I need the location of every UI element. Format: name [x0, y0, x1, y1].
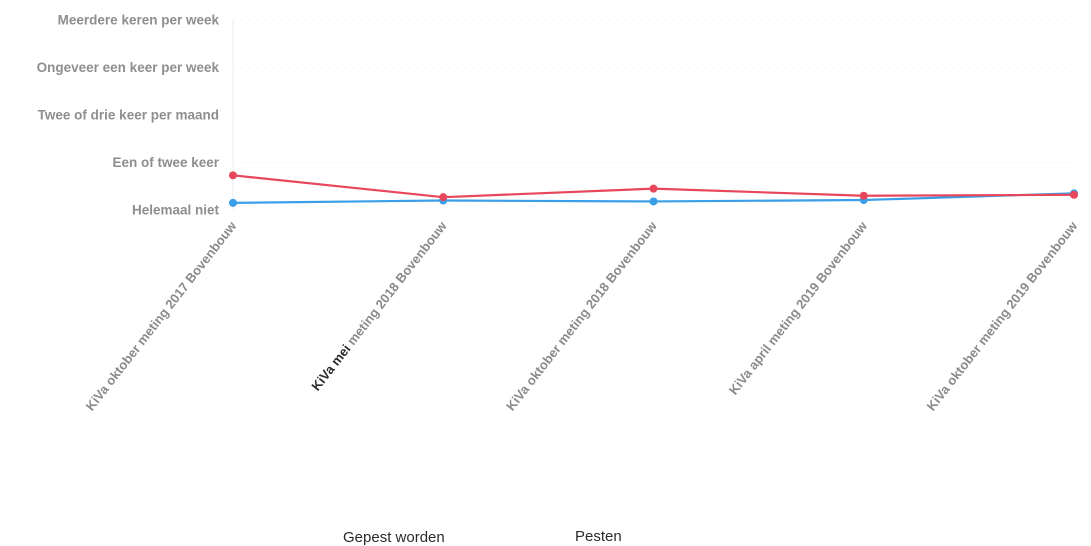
x-tick-label-part: KiVa april meting 2019 Bovenbouw: [726, 218, 871, 398]
x-tick-label-part: KiVa oktober meting 2019 Bovenbouw: [924, 218, 1081, 414]
x-tick-label-2: KiVa oktober meting 2018 Bovenbouw: [503, 218, 660, 414]
x-tick-label-3: KiVa april meting 2019 Bovenbouw: [726, 218, 871, 398]
data-point-pesten-0: [229, 198, 237, 207]
data-point-gepest-worden-4: [1070, 190, 1078, 199]
y-axis-tick-labels: Helemaal niet Een of twee keer Twee of dri…: [37, 13, 220, 218]
x-tick-label-1: KiVa mei meting 2018 Bovenbouw: [308, 218, 450, 394]
x-tick-label-part: meting 2018 Bovenbouw: [342, 218, 450, 351]
data-point-gepest-worden-0: [229, 171, 237, 180]
y-tick-label-4: Meerdere keren per week: [58, 13, 220, 28]
x-tick-label-4: KiVa oktober meting 2019 Bovenbouw: [924, 218, 1081, 414]
x-tick-label-0: KiVa oktober meting 2017 Bovenbouw: [83, 218, 240, 414]
y-tick-label-1: Een of twee keer: [112, 155, 219, 170]
x-tick-label-part: KiVa oktober meting 2017 Bovenbouw: [83, 218, 240, 414]
legend: Gepest worden Pesten: [343, 528, 622, 546]
legend-item-gepest-worden: Gepest worden: [343, 529, 445, 546]
y-tick-label-3: Ongeveer een keer per week: [37, 60, 220, 75]
series-lines: [229, 171, 1078, 207]
data-point-gepest-worden-1: [439, 193, 448, 202]
x-axis-tick-labels: KiVa oktober meting 2017 Bovenbouw KiVa m…: [83, 218, 1081, 414]
data-point-pesten-2: [649, 197, 658, 206]
x-tick-label-part: KiVa oktober meting 2018 Bovenbouw: [503, 218, 660, 414]
data-point-gepest-worden-3: [859, 191, 868, 200]
data-point-gepest-worden-2: [649, 184, 658, 193]
y-tick-label-2: Twee of drie keer per maand: [38, 108, 219, 123]
legend-item-pesten: Pesten: [575, 528, 622, 545]
x-tick-label-strong-part: KiVa mei: [308, 342, 353, 394]
gridlines: [232, 19, 1074, 211]
y-tick-label-0: Helemaal niet: [132, 203, 220, 218]
